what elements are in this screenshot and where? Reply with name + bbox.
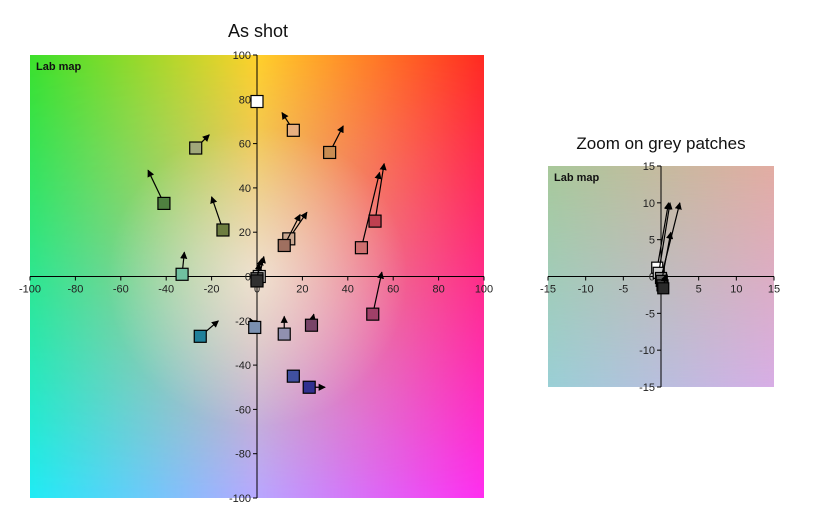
chart-title-main: As shot — [227, 21, 289, 41]
color-patch-marker — [286, 369, 300, 383]
x-tick-label: -40 — [158, 284, 174, 296]
y-tick-label: 20 — [239, 227, 251, 239]
shift-arrow — [372, 271, 385, 315]
x-tick-label: -10 — [578, 284, 594, 296]
color-patch-marker — [277, 238, 291, 253]
y-tick-label: 5 — [649, 235, 655, 247]
x-tick-label: 10 — [730, 284, 742, 296]
shift-arrow — [656, 202, 671, 268]
y-tick-label: 0 — [649, 272, 655, 284]
y-tick-label: 60 — [239, 139, 251, 151]
y-tick-label: 100 — [233, 50, 251, 62]
color-patch-marker — [366, 307, 380, 321]
color-patch-marker — [277, 327, 291, 341]
shift-arrow — [658, 202, 673, 273]
x-tick-label: 15 — [768, 284, 780, 296]
x-tick-label: -80 — [67, 284, 83, 296]
shift-arrow — [661, 231, 674, 282]
color-patch-marker — [157, 196, 171, 211]
shift-arrow — [360, 171, 382, 248]
y-tick-label: -100 — [229, 493, 251, 505]
y-tick-label: 40 — [239, 183, 251, 195]
zoom-map-label: Lab map — [554, 172, 600, 184]
color-patch-marker — [304, 318, 319, 332]
x-tick-label: 80 — [432, 284, 444, 296]
y-tick-label: -5 — [645, 308, 655, 320]
color-patch-marker — [216, 223, 230, 237]
x-tick-label: -60 — [113, 284, 129, 296]
y-tick-label: 0 — [245, 272, 251, 284]
x-tick-label: 0 — [254, 284, 260, 296]
y-tick-label: 80 — [239, 94, 251, 106]
x-tick-label: 100 — [475, 284, 493, 296]
x-tick-label: -5 — [618, 284, 628, 296]
y-tick-label: 15 — [643, 161, 655, 173]
y-tick-label: 10 — [643, 198, 655, 210]
x-tick-label: 60 — [387, 284, 399, 296]
color-patch-marker — [193, 329, 207, 343]
y-tick-label: -40 — [235, 360, 251, 372]
color-patch-marker — [189, 141, 203, 155]
y-tick-label: -80 — [235, 449, 251, 461]
y-tick-label: -15 — [639, 382, 655, 394]
color-patch-marker — [248, 320, 262, 335]
color-patch-marker — [250, 94, 264, 109]
zoom-patches — [651, 202, 682, 295]
main-patches — [147, 94, 387, 394]
color-patch-marker — [250, 274, 264, 288]
chart-title-zoom: Zoom on grey patches — [576, 134, 746, 153]
color-patch-marker — [286, 123, 300, 137]
color-patch-marker — [323, 145, 337, 160]
x-tick-label: -100 — [19, 284, 41, 296]
x-tick-label: 20 — [296, 284, 308, 296]
y-tick-label: -10 — [639, 345, 655, 357]
x-tick-label: -15 — [540, 284, 556, 296]
x-tick-label: 5 — [696, 284, 702, 296]
y-tick-label: -20 — [235, 316, 251, 328]
color-patch-marker — [368, 214, 382, 228]
x-tick-label: -20 — [204, 284, 220, 296]
color-patch-marker — [302, 380, 316, 394]
main-map-label: Lab map — [36, 61, 82, 73]
color-patch-marker — [175, 267, 189, 281]
color-patch-marker — [354, 241, 369, 255]
color-patch-marker — [657, 282, 670, 295]
x-tick-label: 40 — [342, 284, 354, 296]
shift-arrow — [374, 162, 387, 222]
y-tick-label: -60 — [235, 404, 251, 416]
